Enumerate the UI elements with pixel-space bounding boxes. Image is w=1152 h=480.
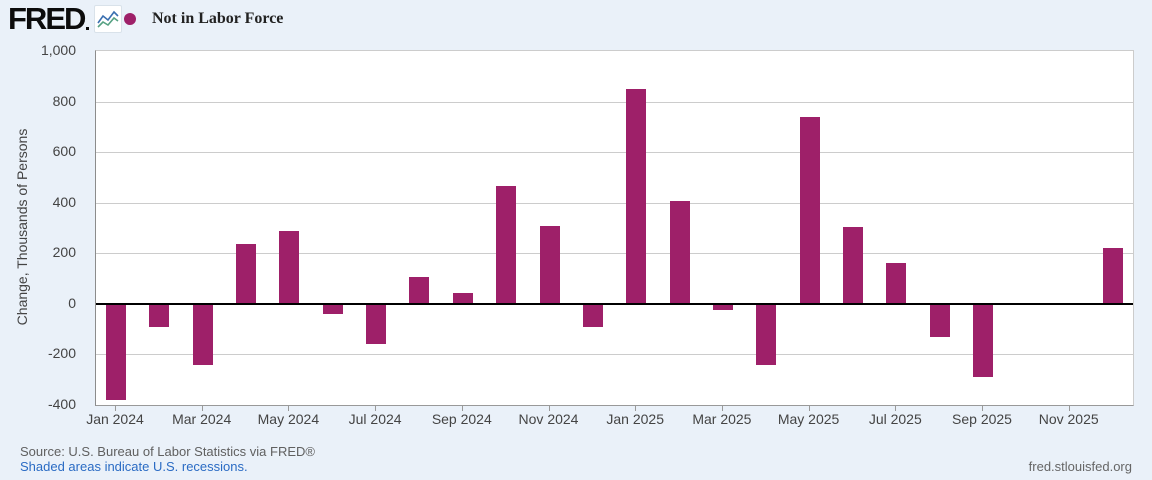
x-tick-label: Nov 2024 [518, 411, 579, 427]
x-tick-label: Sep 2024 [431, 411, 492, 427]
bar-jul-2025[interactable] [886, 263, 907, 304]
x-tick-label: May 2024 [257, 411, 320, 427]
y-tick-label: 200 [52, 244, 76, 261]
bar-may-2024[interactable] [279, 230, 300, 304]
x-tick-mark [548, 405, 550, 411]
x-tick-mark [375, 405, 377, 411]
legend-label: Not in Labor Force [152, 10, 284, 27]
x-tick-label: Mar 2025 [692, 411, 752, 427]
bar-dec-2025[interactable] [1103, 248, 1123, 304]
legend-marker-icon [124, 13, 136, 25]
legend-item[interactable]: Not in Labor Force [124, 10, 283, 28]
y-tick-label: 600 [52, 143, 76, 160]
x-tick-mark [635, 405, 637, 411]
chart-header: FRED Not in Labor Force [0, 0, 1152, 44]
x-tick-mark [288, 405, 290, 411]
y-tick-label: 0 [68, 294, 76, 311]
logo-trademark-dot [86, 26, 90, 30]
y-tick-label: -400 [47, 396, 76, 412]
fred-logo-text: FRED [8, 1, 86, 36]
bar-jun-2024[interactable] [322, 303, 343, 314]
y-tick-label: 1,000 [40, 42, 76, 58]
bar-aug-2024[interactable] [409, 277, 430, 304]
x-tick-mark [808, 405, 810, 411]
x-tick-mark [201, 405, 203, 411]
x-tick-label: May 2025 [777, 411, 840, 427]
bar-sep-2024[interactable] [452, 292, 473, 304]
bar-aug-2025[interactable] [929, 303, 950, 337]
bar-mar-2025[interactable] [712, 303, 733, 311]
x-tick-mark [1068, 405, 1070, 411]
bar-may-2025[interactable] [799, 116, 820, 304]
x-tick-label: Jul 2025 [868, 411, 922, 427]
x-tick-label: Sep 2025 [952, 411, 1012, 427]
y-tick-label: 800 [52, 92, 76, 109]
gridline [96, 354, 1133, 356]
plot-area[interactable] [95, 50, 1134, 406]
x-tick-mark [982, 405, 983, 411]
bar-dec-2024[interactable] [582, 303, 603, 327]
y-tick-label: -200 [47, 345, 76, 362]
x-tick-label: Jan 2024 [86, 411, 144, 427]
bar-oct-2024[interactable] [496, 186, 517, 304]
fred-logo[interactable]: FRED [8, 1, 123, 36]
bar-nov-2024[interactable] [539, 225, 560, 304]
bar-apr-2025[interactable] [756, 303, 777, 365]
y-tick-label: 400 [52, 193, 76, 210]
zero-axis-line [96, 302, 1133, 305]
recessions-note-link[interactable]: Shaded areas indicate U.S. recessions. [20, 459, 248, 474]
x-tick-mark [115, 405, 116, 411]
gridline [96, 253, 1133, 255]
bar-apr-2024[interactable] [236, 244, 256, 304]
fred-sparkline-icon [94, 5, 123, 33]
bar-jan-2024[interactable] [106, 303, 126, 400]
x-tick-mark [461, 405, 463, 411]
x-tick-label: Jul 2024 [348, 411, 402, 427]
x-tick-label: Nov 2025 [1038, 411, 1099, 427]
source-text: Source: U.S. Bureau of Labor Statistics … [20, 444, 315, 459]
bar-jan-2025[interactable] [626, 88, 647, 304]
x-tick-mark [895, 405, 897, 411]
bar-sep-2025[interactable] [973, 303, 993, 378]
bar-jun-2025[interactable] [842, 226, 863, 304]
bar-feb-2024[interactable] [149, 303, 170, 327]
x-tick-mark [721, 405, 723, 411]
bar-mar-2024[interactable] [192, 303, 213, 365]
gridline [96, 101, 1133, 103]
x-tick-label: Mar 2024 [172, 411, 232, 427]
gridline [96, 202, 1133, 204]
fred-site-link[interactable]: fred.stlouisfed.org [1028, 459, 1132, 474]
x-tick-label: Jan 2025 [606, 411, 664, 427]
bar-jul-2024[interactable] [366, 303, 387, 345]
gridline [96, 152, 1133, 154]
bar-feb-2025[interactable] [669, 201, 690, 304]
